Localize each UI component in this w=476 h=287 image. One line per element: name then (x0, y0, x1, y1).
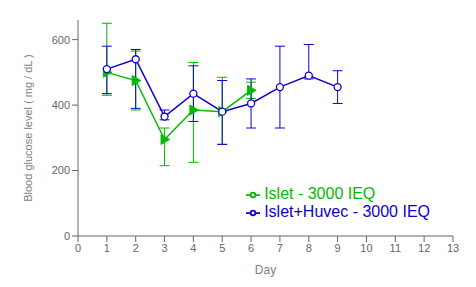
svg-text:3: 3 (161, 242, 167, 254)
svg-text:5: 5 (219, 242, 225, 254)
svg-text:600: 600 (52, 34, 70, 46)
svg-text:0: 0 (75, 242, 81, 254)
html-text:Islet+Huvec - 3000 IEQ: Islet+Huvec - 3000 IEQ (264, 203, 430, 220)
html-text:Islet - 3000 IEQ: Islet - 3000 IEQ (264, 185, 376, 202)
svg-text:4: 4 (190, 242, 196, 254)
svg-text:6: 6 (248, 242, 254, 254)
svg-text:Day: Day (255, 263, 276, 277)
svg-text:7: 7 (277, 242, 283, 254)
svg-text:9: 9 (335, 242, 341, 254)
svg-text:400: 400 (52, 99, 70, 111)
svg-text:10: 10 (360, 242, 372, 254)
svg-text:13: 13 (447, 242, 459, 254)
svg-text:200: 200 (52, 164, 70, 176)
svg-text:8: 8 (306, 242, 312, 254)
svg-text:11: 11 (390, 242, 401, 254)
svg-text:2: 2 (133, 242, 139, 254)
svg-text:1: 1 (104, 242, 110, 254)
svg-text:12: 12 (418, 242, 430, 254)
svg-text:0: 0 (64, 230, 70, 242)
svg-text:Blood glucose level ( mg / dL: Blood glucose level ( mg / dL ) (22, 54, 34, 202)
